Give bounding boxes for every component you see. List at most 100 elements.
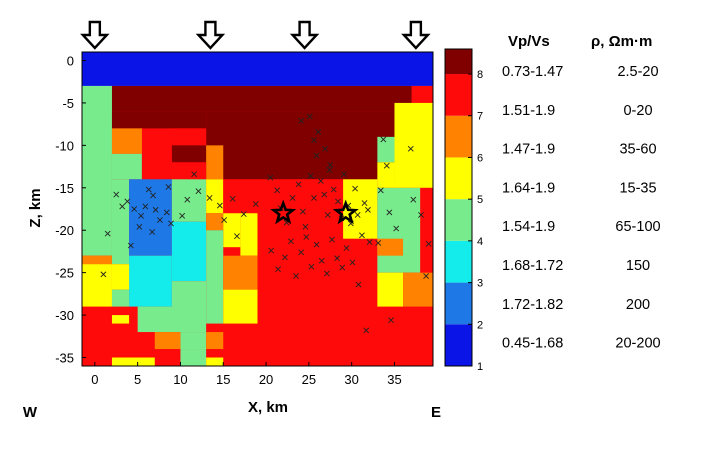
colorbar-ticks: 1 2 3 4 5 6 7 8 <box>468 69 483 373</box>
heatmap-cell <box>111 153 142 180</box>
y-tick-label: -5 <box>62 96 74 111</box>
heatmap-cell <box>111 128 142 154</box>
event-marker <box>145 186 152 193</box>
event-marker <box>383 162 390 169</box>
colorbar-tick-label: 3 <box>477 278 483 290</box>
event-marker <box>386 209 393 216</box>
heatmap-cell <box>129 179 172 256</box>
event-marker <box>423 273 430 279</box>
surface-arrow <box>289 20 320 50</box>
legend-rho-value: 200 <box>626 297 650 313</box>
heatmap-cell <box>171 179 207 222</box>
event-marker <box>234 233 240 240</box>
event-marker <box>142 203 149 210</box>
heatmap-cell <box>171 128 207 146</box>
heatmap-cell <box>206 357 224 366</box>
heatmap-cell <box>394 102 433 188</box>
legend-header-rho: ρ, Ωm·m <box>591 33 652 50</box>
heatmap-cell <box>206 179 224 214</box>
event-marker <box>341 171 347 178</box>
x-tick-label: 15 <box>216 372 230 387</box>
colorbar-segment <box>445 157 472 200</box>
event-marker <box>252 200 259 207</box>
colorbar-segment <box>445 324 472 366</box>
event-marker <box>313 152 320 159</box>
event-marker <box>339 264 346 271</box>
heatmap-cell <box>111 111 207 129</box>
event-marker <box>298 249 305 256</box>
legend-vpvs-value: 1.47-1.9 <box>502 142 555 158</box>
event-marker <box>329 236 335 243</box>
heatmap-cell <box>223 213 241 248</box>
event-marker <box>317 178 324 184</box>
event-marker <box>322 145 329 152</box>
event-marker <box>343 245 350 251</box>
colorbar-segment <box>445 49 472 75</box>
event-marker <box>335 198 341 205</box>
west-label: W <box>23 404 38 421</box>
event-marker <box>221 217 228 223</box>
event-marker <box>359 232 365 239</box>
event-marker <box>363 327 370 334</box>
heatmap-cell <box>171 162 207 180</box>
event-marker <box>326 167 333 173</box>
event-marker <box>324 212 331 218</box>
event-marker <box>104 230 111 237</box>
surface-arrow <box>195 20 226 50</box>
heatmap-cell <box>223 289 258 324</box>
event-marker <box>327 161 334 168</box>
heatmap-cells <box>82 52 433 366</box>
colorbar-tick-label: 6 <box>477 152 483 164</box>
legend-vpvs-value: 1.54-1.9 <box>502 219 555 235</box>
heatmap-cell <box>377 162 395 188</box>
heatmap-cell <box>171 221 207 282</box>
legend-rho-value: 0-20 <box>623 103 652 119</box>
event-marker <box>287 238 294 245</box>
heatmap-cell <box>223 179 258 214</box>
heatmap-cell <box>377 136 395 163</box>
x-tick-label: 20 <box>259 372 273 387</box>
colorbar-tick-label: 4 <box>477 236 483 248</box>
heatmap-cell <box>206 111 404 180</box>
legend-vpvs-value: 1.51-1.9 <box>502 103 555 119</box>
event-marker <box>308 263 315 270</box>
heatmap-cell <box>180 332 207 350</box>
heatmap-cell <box>377 187 421 273</box>
event-marker <box>281 254 288 261</box>
heatmap-cell <box>111 289 130 307</box>
legend-vpvs-value: 0.73-1.47 <box>502 64 563 80</box>
heatmap-cell <box>411 85 433 103</box>
event-marker <box>407 145 414 152</box>
event-marker <box>311 195 317 201</box>
event-marker <box>119 203 126 210</box>
x-tick-label: 10 <box>173 372 187 387</box>
legend-vpvs-value: 1.68-1.72 <box>502 258 563 274</box>
x-tick-label: 30 <box>344 372 358 387</box>
colorbar-tick-label: 8 <box>477 69 483 81</box>
colorbar-tick-label: 5 <box>477 194 483 206</box>
event-marker <box>149 228 156 235</box>
event-marker <box>349 259 356 266</box>
star-marker <box>332 199 359 225</box>
colorbar-segment <box>445 74 472 116</box>
heatmap-cell <box>82 85 112 256</box>
legend-rho-value: 15-35 <box>619 180 656 196</box>
legend-rho-value: 150 <box>626 258 650 274</box>
x-axis-ticks: 0 5 10 15 20 25 30 35 <box>91 362 402 387</box>
heatmap-cell <box>377 238 404 256</box>
heatmap-cell <box>223 255 258 290</box>
colorbar-segment <box>445 199 472 241</box>
legend-vpvs-value: 0.45-1.68 <box>502 336 563 352</box>
event-marker <box>393 225 400 232</box>
heatmap-cell <box>403 272 433 307</box>
heatmap-cell <box>137 306 207 333</box>
heatmap-cell <box>180 349 207 366</box>
event-marker <box>100 271 107 278</box>
event-marker <box>289 195 296 201</box>
heatmap-cell <box>154 332 181 350</box>
event-marker <box>165 184 172 190</box>
colorbar-segment <box>445 240 472 283</box>
legend-vpvs-value: 1.64-1.9 <box>502 180 555 196</box>
event-marker <box>275 266 281 273</box>
